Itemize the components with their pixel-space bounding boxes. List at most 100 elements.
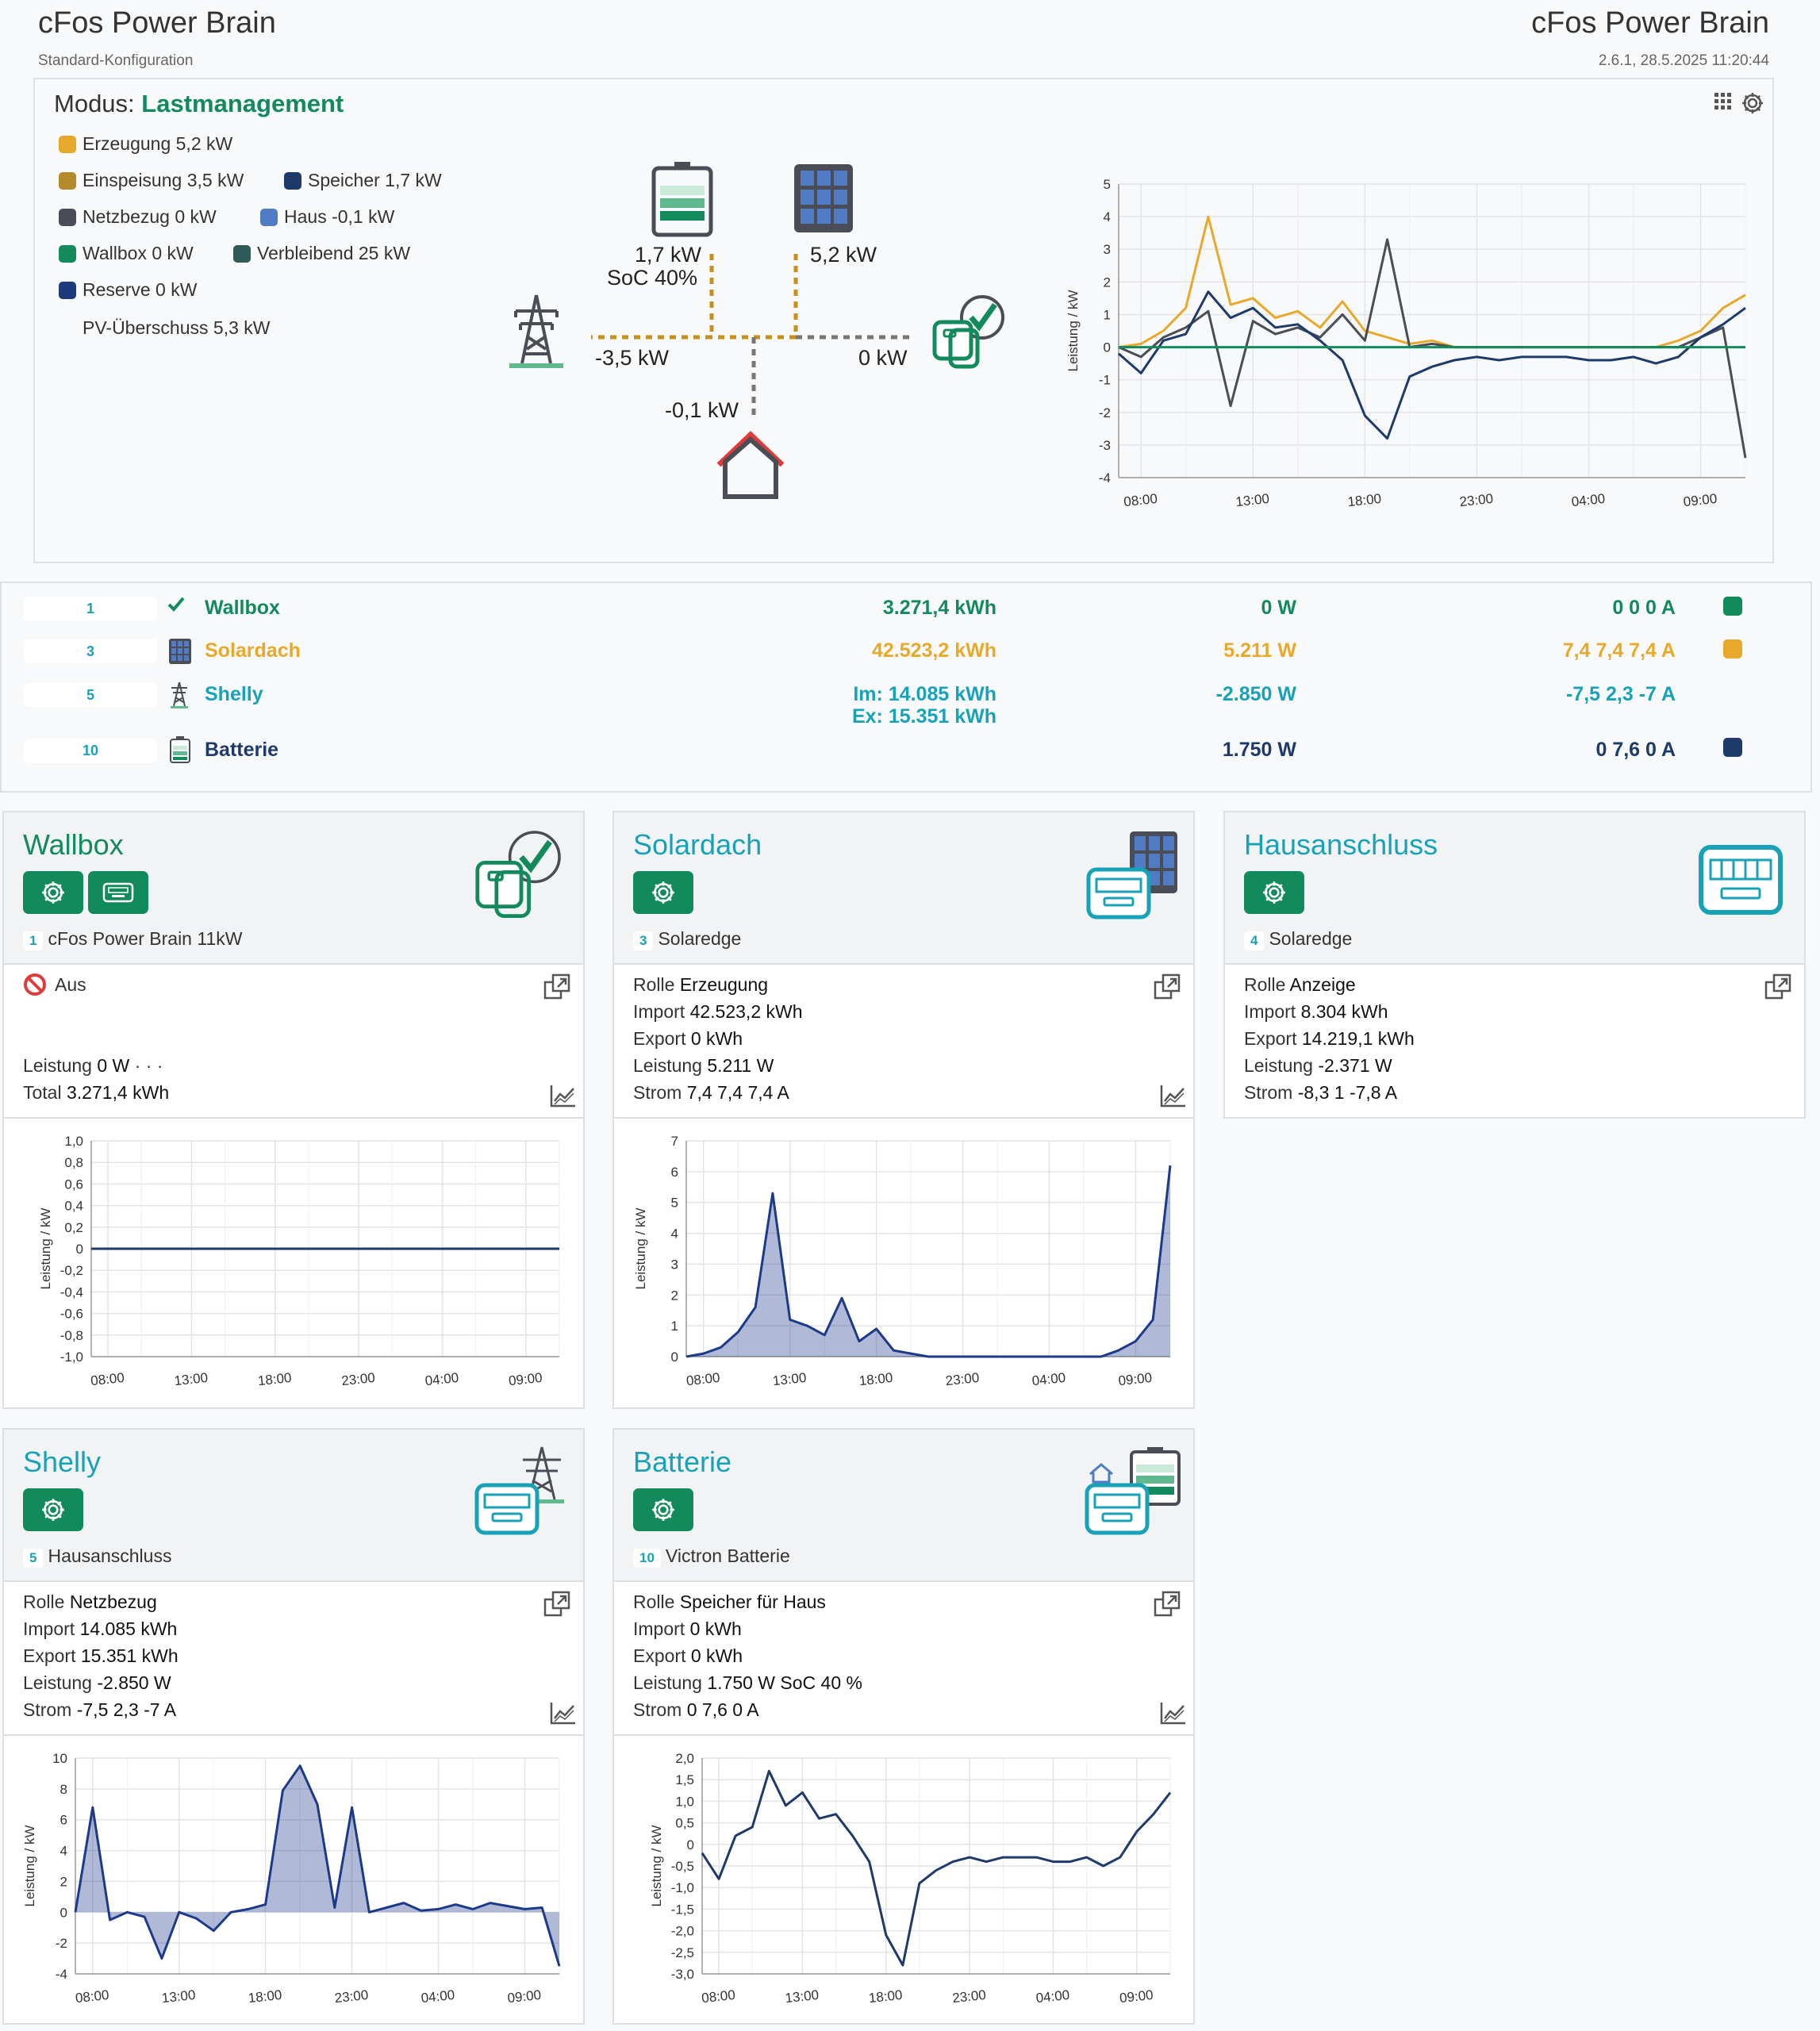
batterie-power-chart[interactable]: 2,0 1,5 1,0 0,5 0 -0,5 -1,0 -1,5 -2,0 -2,5 -3,0 08:… [627,1744,1182,2018]
y-tick-label: 2 [671,1288,678,1303]
card-title[interactable]: Wallbox [23,828,124,861]
y-axis-label: Leistung / kW [633,1208,648,1290]
chart-toggle-icon[interactable] [550,1084,577,1108]
y-tick-label: -1,0 [60,1350,83,1365]
gear-icon [652,881,674,904]
wallbox-icon [475,831,561,918]
card-title[interactable]: Shelly [23,1446,102,1478]
device-name-shelly[interactable]: Shelly [205,683,263,705]
y-tick-label: -2,5 [671,1945,694,1960]
app-title: cFos Power Brain [38,6,276,40]
card-device-info: 4 Solaredge [1244,928,1352,950]
x-tick-label: 23:00 [951,1987,986,2006]
x-tick-label: 18:00 [858,1370,893,1388]
divider [4,1734,583,1736]
y-tick-label: 2 [60,1874,67,1889]
series-line [74,1764,561,1967]
x-tick-label: 13:00 [161,1987,196,2006]
mode-value[interactable]: Lastmanagement [141,90,344,117]
x-tick-label: 13:00 [1235,491,1270,509]
x-tick-label: 04:00 [424,1370,459,1388]
export-row: Export 0 kWh [633,1028,743,1049]
y-axis-label: Leistung / kW [38,1208,53,1290]
wallbox-card: Wallbox 1 cFos Power Brain 11kW Aus Leist… [2,811,585,1409]
device-name-wallbox[interactable]: Wallbox [205,597,280,619]
divider [614,1117,1193,1119]
import-row: Import 0 kWh [633,1618,742,1639]
card-title[interactable]: Batterie [633,1446,732,1478]
device-name-batterie[interactable]: Batterie [205,739,279,761]
y-tick-label: -4 [1099,470,1111,486]
rolle-row: Rolle Erzeugung [633,974,769,995]
y-tick-label: -0,6 [60,1307,83,1322]
settings-button[interactable] [633,871,693,914]
x-tick-label: 09:00 [1683,491,1718,509]
x-tick-label: 23:00 [1459,491,1494,509]
flow-soc: SoC 40% [607,266,698,290]
solar-power-chart[interactable]: 7 6 5 4 3 2 1 0 08:00 13:00 18:00 23:00 04:00 09:00 Le… [627,1127,1182,1400]
settings-button[interactable] [23,1488,83,1531]
y-tick-label: 4 [60,1844,67,1859]
device-energy: 3.271,4 kWh [882,597,996,619]
shelly-power-chart[interactable]: 10 8 6 4 2 0 -2 -4 08:00 13:00 18:00 23:00 04:00 09:0… [16,1744,571,2018]
pv-surplus: PV-Überschuss 5,3 kW [83,317,271,338]
y-tick-label: -2,0 [671,1924,694,1939]
settings-button[interactable] [23,871,83,914]
open-detail-icon[interactable] [543,1590,572,1618]
grid-tower-icon [171,681,188,708]
grid-view-icon[interactable] [1714,92,1733,114]
divider [4,1117,583,1119]
meter-button[interactable] [88,871,148,914]
solar-meter-icon [1086,831,1177,920]
device-name-solardach[interactable]: Solardach [205,639,301,662]
y-tick-label: -4 [56,1967,67,1982]
device-current: -7,5 2,3 -7 A [1565,683,1676,705]
y-tick-label: -1,0 [671,1880,694,1895]
wallbox-power-chart[interactable]: 1,0 0,8 0,6 0,4 0,2 0 -0,2 -0,4 -0,6 -0,8 -1,0 08:0… [16,1127,571,1400]
y-tick-label: -0,5 [671,1859,694,1874]
x-tick-label: 09:00 [507,1987,542,2006]
y-tick-label: 2 [1104,275,1111,290]
gear-icon [42,881,64,904]
y-tick-label: 1,0 [675,1794,694,1809]
y-tick-label: 0 [1104,340,1111,355]
leistung-row: Leistung -2.850 W [23,1672,171,1693]
settings-button[interactable] [633,1488,693,1531]
y-tick-label: -2 [1099,405,1111,420]
y-tick-label: -2 [56,1936,67,1951]
open-detail-icon[interactable] [1154,973,1182,1001]
device-color-swatch [1723,639,1742,658]
flow-battery-kw: 1,7 kW [635,243,702,267]
x-tick-label: 08:00 [685,1370,720,1388]
x-tick-label: 04:00 [1035,1987,1070,2006]
flow-house-kw: -0,1 kW [665,398,739,422]
legend-swatch [59,208,76,226]
y-tick-label: -0,8 [60,1328,83,1343]
y-axis-label: Leistung / kW [22,1826,37,1907]
open-detail-icon[interactable] [543,973,572,1001]
card-title[interactable]: Solardach [633,828,762,861]
y-tick-label: 6 [671,1165,678,1180]
card-title[interactable]: Hausanschluss [1244,828,1438,861]
chart-toggle-icon[interactable] [550,1701,577,1725]
chart-toggle-icon[interactable] [1160,1084,1187,1108]
open-detail-icon[interactable] [1764,973,1793,1001]
y-tick-label: 0 [60,1905,67,1920]
y-tick-label: -1,5 [671,1902,694,1917]
chart-toggle-icon[interactable] [1160,1701,1187,1725]
overview-panel [33,78,1774,563]
legend-swatch [260,208,278,226]
overview-power-chart[interactable]: 5 4 3 2 1 0 -1 -2 -3 -4 08:00 13:00 18:00 23:00 04:00 0… [1063,167,1761,524]
device-model: cFos Power Brain 11kW [48,928,243,949]
y-tick-label: 10 [52,1751,67,1766]
y-tick-label: -0,4 [60,1284,83,1300]
gear-icon[interactable] [1740,90,1765,116]
card-device-info: 10 Victron Batterie [633,1545,790,1568]
y-axis-label: Leistung / kW [1066,290,1081,372]
app-title-right: cFos Power Brain [1531,6,1769,40]
card-device-info: 1 cFos Power Brain 11kW [23,928,242,950]
device-number: 1 [24,597,157,620]
open-detail-icon[interactable] [1154,1590,1182,1618]
y-tick-label: 8 [60,1782,67,1797]
settings-button[interactable] [1244,871,1304,914]
